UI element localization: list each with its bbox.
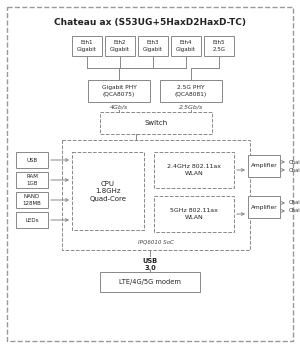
Text: RAM
1GB: RAM 1GB (26, 174, 38, 185)
Text: 4Gb/s: 4Gb/s (110, 104, 128, 110)
Text: Amplifier: Amplifier (251, 164, 277, 168)
Text: Chateau ax (S53UG+5HaxD2HaxD-TC): Chateau ax (S53UG+5HaxD2HaxD-TC) (54, 17, 246, 26)
Bar (154, 152, 234, 188)
Text: Chain0: Chain0 (289, 159, 300, 165)
Text: 2.5Gb/s: 2.5Gb/s (179, 104, 203, 110)
Bar (248, 196, 280, 218)
Text: Eth2
Gigabit: Eth2 Gigabit (110, 40, 130, 52)
Bar (88, 80, 150, 102)
Text: IPQ6010 SoC: IPQ6010 SoC (138, 240, 174, 245)
Bar (138, 36, 168, 56)
Bar (248, 155, 280, 177)
Bar (16, 152, 48, 168)
Text: Chain1: Chain1 (289, 208, 300, 214)
Bar (100, 112, 212, 134)
Text: NAND
128MB: NAND 128MB (22, 195, 41, 206)
Bar (105, 36, 135, 56)
Bar (16, 212, 48, 228)
Bar (154, 196, 234, 232)
Text: CPU
1.8GHz
Quad-Core: CPU 1.8GHz Quad-Core (89, 181, 127, 201)
Text: USB
3.0: USB 3.0 (142, 258, 158, 271)
Text: Chain0: Chain0 (289, 200, 300, 206)
Bar (62, 140, 250, 250)
Bar (100, 272, 200, 292)
Text: Chain1: Chain1 (289, 167, 300, 173)
Text: LEDs: LEDs (25, 218, 39, 222)
Bar (16, 172, 48, 188)
Text: Gigabit PHY
(QCA8075): Gigabit PHY (QCA8075) (102, 85, 136, 97)
Text: Eth1
Gigabit: Eth1 Gigabit (77, 40, 97, 52)
Text: 2.5G PHY
(QCA8081): 2.5G PHY (QCA8081) (175, 85, 207, 97)
Text: USB: USB (26, 158, 38, 163)
Text: Amplifier: Amplifier (251, 205, 277, 209)
Bar (204, 36, 234, 56)
Text: Eth4
Gigabit: Eth4 Gigabit (176, 40, 196, 52)
Text: Switch: Switch (144, 120, 168, 126)
Text: LTE/4G/5G modem: LTE/4G/5G modem (119, 279, 181, 285)
Bar (72, 36, 102, 56)
Bar (16, 192, 48, 208)
Bar (160, 80, 222, 102)
Text: Eth3
Gigabit: Eth3 Gigabit (143, 40, 163, 52)
Text: Eth5
2.5G: Eth5 2.5G (212, 40, 226, 52)
Bar (171, 36, 201, 56)
Text: 5GHz 802.11ax
WLAN: 5GHz 802.11ax WLAN (170, 208, 218, 220)
Text: 2.4GHz 802.11ax
WLAN: 2.4GHz 802.11ax WLAN (167, 164, 221, 176)
Bar (72, 152, 144, 230)
